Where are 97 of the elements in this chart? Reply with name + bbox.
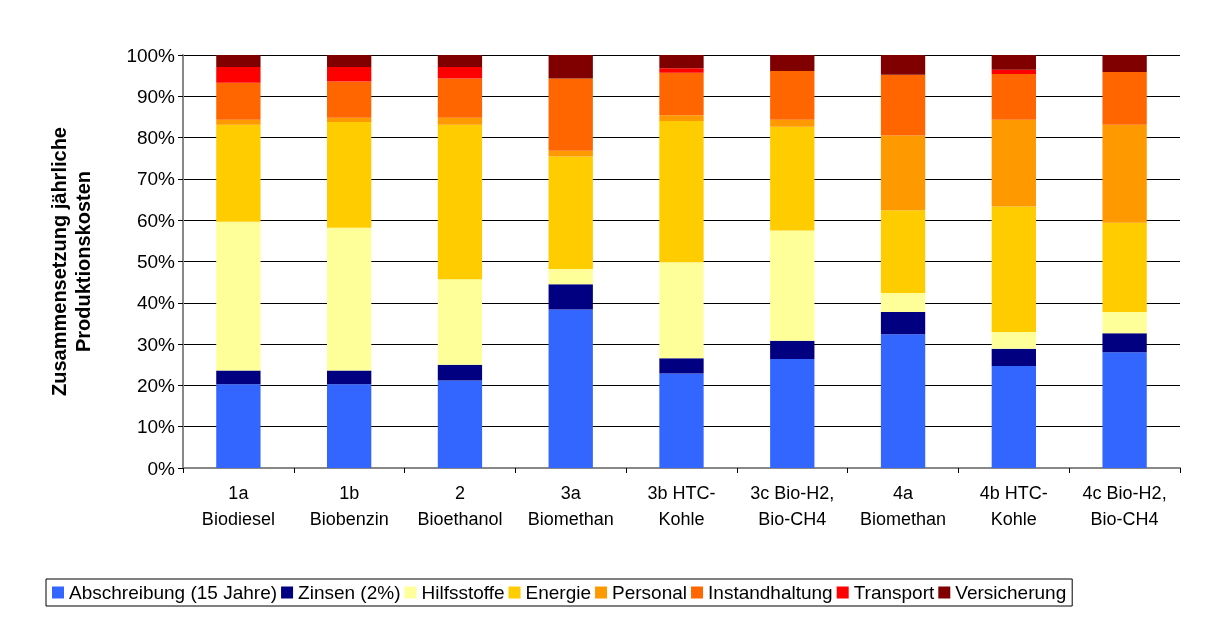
bar (216, 221, 261, 371)
y-tick-label: 60% (136, 209, 176, 231)
x-tick-label: 1a Biodiesel (201, 483, 275, 529)
bar (327, 370, 372, 385)
bar (770, 230, 815, 341)
y-tick-label: 50% (136, 251, 176, 272)
bar (880, 292, 926, 312)
x-tick-label: 4a Biomethan (860, 483, 947, 529)
y-tick-label: 80% (136, 127, 176, 149)
bar (991, 332, 1036, 349)
x-tick-label: 3a Biomethan (527, 483, 614, 529)
bar (1102, 222, 1147, 312)
bar (216, 82, 261, 120)
bar (880, 55, 926, 75)
y-tick-label: 100% (126, 44, 176, 66)
bar (437, 66, 483, 79)
bar (437, 117, 483, 125)
legend-label: Transport (853, 582, 936, 603)
legend-label: Instandhaltung (708, 582, 833, 603)
bar (880, 334, 926, 468)
bar (770, 55, 815, 72)
bar (548, 55, 593, 79)
y-tick-label: 70% (136, 168, 176, 190)
bar (437, 55, 483, 67)
bar (216, 55, 261, 67)
bar (216, 119, 261, 125)
y-tick-label: 30% (136, 333, 176, 355)
bar (548, 150, 593, 157)
bar (548, 78, 593, 151)
legend-label: Zinsen (2%) (298, 582, 401, 603)
bar (659, 262, 704, 359)
bar (659, 115, 704, 122)
bar (1102, 55, 1147, 72)
y-tick-label: 20% (136, 374, 176, 396)
bar (991, 206, 1036, 333)
bar (991, 69, 1036, 74)
bar (880, 311, 926, 335)
bar (1102, 311, 1147, 334)
bar (770, 340, 815, 359)
bar (548, 156, 593, 269)
bar (437, 364, 483, 381)
bar (770, 126, 815, 231)
y-axis-title: Zusammensetzung jährliche Produktionskosten (48, 127, 94, 396)
x-tick-label: 3b HTC- Kohle (647, 483, 716, 529)
bar (1102, 71, 1147, 125)
legend-label: Abschreibung (15 Jahre) (69, 582, 278, 603)
bar (991, 365, 1036, 468)
bar (327, 55, 372, 67)
bar (216, 66, 261, 83)
bar (327, 121, 372, 228)
bar (991, 119, 1036, 207)
bar (659, 55, 704, 69)
bar (991, 55, 1036, 70)
bar (770, 358, 815, 468)
x-tick-label: 4c Bio-H2, Bio-CH4 (1082, 483, 1167, 529)
bar (327, 227, 372, 371)
bar (659, 373, 704, 468)
bar (991, 348, 1036, 366)
bar (548, 268, 593, 285)
bar (659, 121, 704, 263)
bar (1102, 352, 1147, 468)
bar (880, 210, 926, 293)
bar (659, 72, 704, 116)
x-tick-label: 3c Bio-H2, Bio-CH4 (750, 483, 835, 529)
bar (216, 370, 261, 385)
y-tick-label: 0% (147, 457, 176, 479)
bar (880, 135, 926, 211)
x-tick-label: 4b HTC- Kohle (979, 483, 1048, 529)
legend-label: Personal (612, 582, 688, 603)
bar (437, 124, 483, 280)
bar (437, 279, 483, 365)
bar (548, 309, 593, 468)
legend-label: Versicherung (955, 582, 1067, 603)
x-tick-label: 2 Bioethanol (417, 483, 503, 529)
y-tick-label: 40% (136, 292, 176, 314)
bar (327, 384, 372, 468)
bar (659, 68, 704, 73)
bar (659, 358, 704, 374)
y-tick-label: 10% (136, 416, 176, 438)
legend-label: Energie (525, 582, 592, 603)
x-tick-label: 1b Biobenzin (309, 483, 389, 529)
bar (216, 384, 261, 468)
bar (1102, 124, 1147, 223)
bar (991, 74, 1036, 120)
bar (880, 74, 926, 136)
bar (327, 66, 372, 82)
bar (770, 71, 815, 120)
bar (548, 284, 593, 310)
y-tick-label: 90% (136, 85, 176, 107)
bar (216, 124, 261, 222)
bar (1102, 333, 1147, 353)
bar (437, 380, 483, 468)
bar (437, 78, 483, 118)
bar (327, 117, 372, 122)
legend-label: Hilfsstoffe (421, 582, 505, 603)
bar (327, 81, 372, 118)
bar (770, 119, 815, 127)
